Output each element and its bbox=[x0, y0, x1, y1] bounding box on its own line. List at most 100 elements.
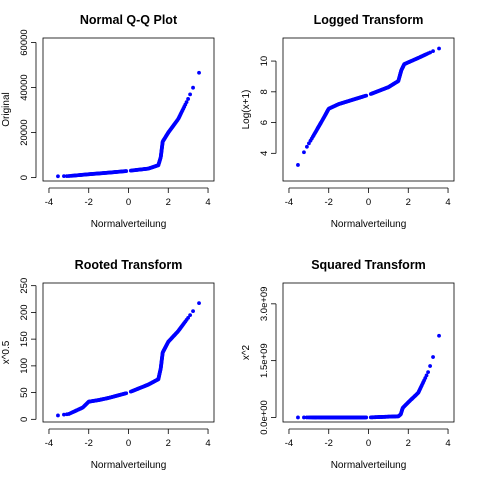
qq-point bbox=[296, 415, 300, 420]
qq-point bbox=[364, 415, 369, 420]
qq-point bbox=[428, 364, 432, 368]
x-axis-label: Normalverteilung bbox=[91, 219, 167, 230]
plot-frame bbox=[282, 282, 455, 423]
y-tick-label: 3.0e+09 bbox=[259, 287, 270, 322]
data-points bbox=[296, 46, 441, 167]
y-axis: 0.0e+00 1.5e+09 3.0e+09 bbox=[259, 287, 277, 435]
qq-point bbox=[124, 169, 129, 173]
x-tick-label: 0 bbox=[366, 197, 371, 208]
x-axis: -4 -2 0 2 4 bbox=[45, 428, 211, 449]
y-tick-label: 6 bbox=[259, 120, 270, 125]
x-tick-label: -4 bbox=[45, 197, 53, 208]
x-tick-label: 4 bbox=[205, 438, 210, 449]
qq-point bbox=[428, 50, 432, 55]
qq-point bbox=[296, 163, 300, 167]
data-points bbox=[296, 333, 441, 420]
qq-point bbox=[364, 93, 369, 98]
x-axis-label: Normalverteilung bbox=[91, 460, 167, 471]
qq-point bbox=[197, 70, 201, 75]
x-axis: -4 -2 0 2 4 bbox=[285, 187, 451, 208]
x-tick-label: -4 bbox=[45, 438, 53, 449]
qq-point bbox=[437, 333, 441, 338]
qq-point bbox=[188, 313, 193, 318]
data-points bbox=[56, 70, 201, 179]
x-tick-label: 0 bbox=[126, 197, 131, 208]
x-axis: -4 -2 0 2 4 bbox=[45, 187, 211, 208]
plot-frame bbox=[282, 37, 455, 182]
panel-title: Logged Transform bbox=[314, 13, 424, 27]
qq-panel-2: Logged Transform -4 -2 0 2 4 4 6 8 10 Normalvertei… bbox=[241, 13, 455, 230]
x-tick-label: 2 bbox=[406, 197, 411, 208]
x-tick-label: 2 bbox=[166, 197, 171, 208]
qq-point bbox=[56, 174, 60, 179]
x-tick-label: -4 bbox=[285, 197, 293, 208]
x-tick-label: 2 bbox=[406, 438, 411, 449]
panel-title: Squared Transform bbox=[311, 258, 426, 272]
y-tick-label: 0 bbox=[19, 175, 30, 180]
qq-point bbox=[431, 49, 435, 53]
qq-point bbox=[186, 97, 190, 101]
qq-panel-4: Squared Transform -4 -2 0 2 4 0.0e+00 1.5e+09 3.… bbox=[241, 258, 455, 471]
qq-point bbox=[62, 174, 66, 179]
y-axis-label: x^2 bbox=[241, 344, 252, 360]
x-tick-label: 4 bbox=[205, 197, 210, 208]
qq-point bbox=[184, 100, 189, 104]
x-axis: -4 -2 0 2 4 bbox=[285, 428, 451, 449]
panel-title: Rooted Transform bbox=[75, 258, 183, 272]
x-tick-label: -2 bbox=[325, 438, 333, 449]
x-tick-label: 4 bbox=[445, 197, 450, 208]
qq-point bbox=[124, 391, 129, 396]
x-tick-label: -2 bbox=[325, 197, 333, 208]
y-tick-label: 200 bbox=[19, 304, 30, 320]
qq-point bbox=[186, 315, 190, 320]
qq-point bbox=[188, 92, 193, 97]
qq-panel-3: Rooted Transform -4 -2 0 2 4 0 50 100 150 200 250 No… bbox=[1, 258, 215, 471]
qq-point bbox=[197, 301, 201, 305]
y-axis: 4 6 8 10 bbox=[259, 56, 277, 156]
x-tick-label: -4 bbox=[285, 438, 293, 449]
y-tick-label: 0 bbox=[19, 417, 30, 422]
qq-panel-1: Normal Q-Q Plot -4 -2 0 2 4 0 20000 40000 60000 No… bbox=[1, 13, 215, 230]
qq-point bbox=[305, 144, 309, 149]
qq-point bbox=[56, 413, 60, 418]
y-axis-label: Original bbox=[1, 92, 12, 126]
qq-point bbox=[431, 355, 435, 359]
qq-point bbox=[302, 150, 306, 155]
y-tick-label: 4 bbox=[259, 151, 270, 156]
y-tick-label: 20000 bbox=[19, 119, 30, 145]
y-axis-label: Log(x+1) bbox=[241, 90, 252, 130]
y-tick-label: 100 bbox=[19, 358, 30, 374]
x-axis-label: Normalverteilung bbox=[331, 219, 407, 230]
plot-frame bbox=[42, 282, 215, 423]
x-tick-label: -2 bbox=[85, 438, 93, 449]
y-axis: 0 50 100 150 200 250 bbox=[19, 278, 37, 422]
y-tick-label: 60000 bbox=[19, 29, 30, 55]
y-tick-label: 50 bbox=[19, 387, 30, 398]
y-tick-label: 1.5e+09 bbox=[259, 343, 270, 378]
x-tick-label: 2 bbox=[166, 438, 171, 449]
qq-point bbox=[426, 370, 430, 375]
x-tick-label: 4 bbox=[445, 438, 450, 449]
x-tick-label: 0 bbox=[366, 438, 371, 449]
y-axis-label: x^0.5 bbox=[1, 340, 12, 364]
qq-point bbox=[424, 373, 429, 378]
panel-title: Normal Q-Q Plot bbox=[80, 13, 178, 27]
y-tick-label: 40000 bbox=[19, 74, 30, 100]
data-points bbox=[56, 301, 201, 418]
qq-point bbox=[62, 412, 66, 417]
qq-point bbox=[302, 415, 306, 420]
y-tick-label: 0.0e+00 bbox=[259, 400, 270, 435]
x-tick-label: -2 bbox=[85, 197, 93, 208]
y-tick-label: 10 bbox=[259, 56, 270, 67]
x-axis-label: Normalverteilung bbox=[331, 460, 407, 471]
x-tick-label: 0 bbox=[126, 438, 131, 449]
y-axis: 0 20000 40000 60000 bbox=[19, 29, 37, 180]
qq-point bbox=[191, 85, 195, 90]
y-tick-label: 8 bbox=[259, 89, 270, 94]
qq-point bbox=[437, 46, 441, 51]
qq-point bbox=[191, 309, 195, 314]
y-tick-label: 150 bbox=[19, 331, 30, 347]
plot-frame bbox=[42, 37, 215, 182]
y-tick-label: 250 bbox=[19, 278, 30, 294]
